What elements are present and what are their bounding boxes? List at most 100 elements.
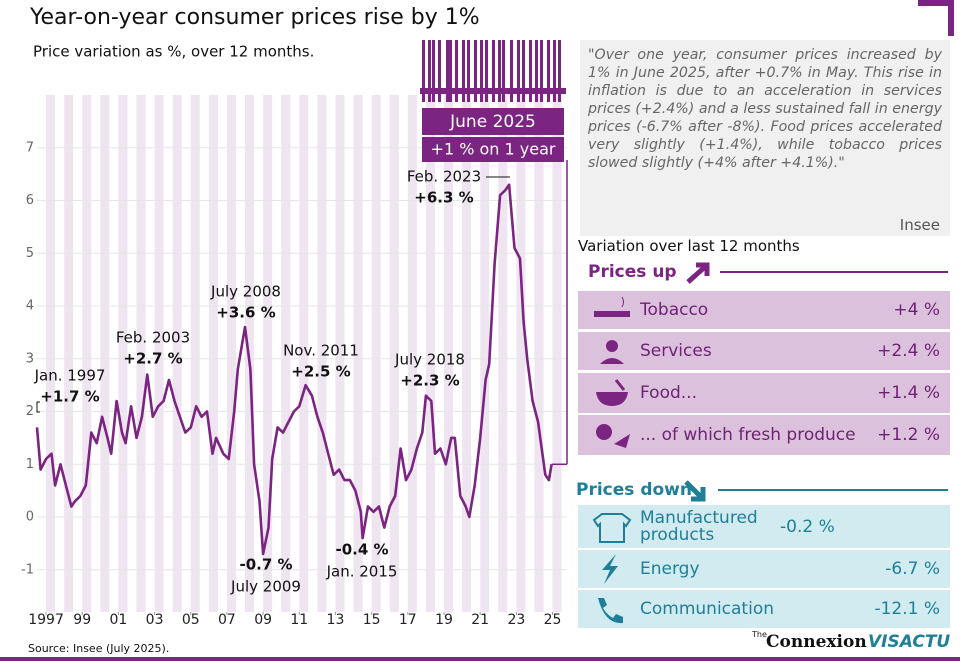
barcode-bar — [553, 40, 556, 102]
annotation-value: +2.7 % — [123, 350, 182, 368]
barcode-band — [420, 88, 566, 94]
annotation-value: +6.3 % — [414, 189, 473, 207]
barcode-bar — [510, 40, 513, 102]
year-stripe — [100, 95, 110, 612]
price-row: ... of which fresh produce +1.2 % — [578, 415, 950, 455]
annotation-value: +3.6 % — [216, 304, 275, 322]
year-stripe — [516, 95, 526, 612]
year-stripe — [443, 95, 454, 612]
x-tick-label: 11 — [290, 612, 308, 628]
item-value: -12.1 % — [874, 599, 940, 619]
source: Source: Insee (July 2025). — [28, 642, 170, 655]
corner-mark — [918, 0, 954, 6]
quote-text: "Over one year, consumer prices increase… — [588, 47, 942, 171]
item-value: +4 % — [893, 300, 940, 320]
year-stripe — [371, 95, 381, 612]
item-name: Services — [640, 340, 712, 361]
icon — [600, 340, 624, 364]
chart-subtitle: Price variation as %, over 12 months. — [33, 43, 314, 61]
item-name: Manufactured products — [640, 507, 758, 545]
icon — [602, 554, 618, 584]
x-tick-label: 09 — [254, 612, 272, 628]
barcode-bar — [558, 40, 561, 102]
annotation-value: +1.7 % — [40, 388, 99, 406]
item-name: Food... — [640, 382, 697, 403]
y-tick-label: 0 — [26, 510, 34, 525]
barcode-bar — [535, 40, 538, 102]
y-tick-label: 3 — [26, 351, 34, 366]
x-tick-label: 15 — [363, 612, 381, 628]
year-stripe — [263, 95, 273, 612]
barcode-bar — [474, 40, 477, 102]
barcode-bar — [502, 40, 505, 102]
barcode-bar — [485, 40, 488, 102]
year-stripe — [208, 95, 218, 612]
annotation-date: Jan. 1997 — [34, 367, 106, 385]
price-row: Services +2.4 % — [578, 332, 950, 370]
barcode-bar — [422, 40, 425, 102]
year-stripe — [46, 95, 56, 612]
item-name: Tobacco — [640, 299, 709, 320]
year-stripe — [552, 95, 562, 612]
barcode-bar — [467, 40, 470, 102]
price-row: Tobacco +4 % — [578, 291, 950, 329]
icon — [598, 598, 623, 624]
barcode-bar — [432, 40, 435, 102]
line — [35, 183, 553, 556]
x-tick-label: 01 — [109, 612, 127, 628]
item-name: ... of which fresh produce — [640, 424, 856, 445]
up-decoration — [686, 262, 948, 284]
panel-title: Variation over last 12 months — [578, 237, 800, 255]
barcode-bar — [449, 40, 452, 102]
year-stripe — [353, 95, 363, 612]
brand: Connexion — [766, 632, 867, 652]
brand2: VISACTU — [868, 632, 951, 652]
barcode-bar — [492, 40, 495, 102]
x-tick-label: 19 — [435, 612, 453, 628]
x-tick-label: 17 — [399, 612, 417, 628]
item-name: Communication — [640, 598, 774, 619]
year-stripe — [299, 95, 309, 612]
year-stripe — [407, 95, 417, 612]
year-stripe — [534, 95, 544, 612]
annotation-value: -0.4 % — [335, 541, 388, 559]
year-stripe — [172, 95, 182, 612]
item-value: -0.2 % — [780, 516, 835, 537]
price-row: Food... +1.4 % — [578, 373, 950, 413]
icon — [592, 512, 632, 543]
annotation-value: -0.7 % — [239, 556, 292, 574]
barcode-bar — [455, 40, 458, 102]
annotation-date: Jan. 2015 — [326, 563, 398, 581]
barcode-bar — [438, 40, 441, 102]
barcode-bar — [529, 40, 532, 102]
icon — [596, 379, 628, 406]
year-stripe — [462, 95, 472, 612]
y-tick-label: 1 — [26, 457, 34, 472]
annotation-date: Nov. 2011 — [283, 342, 359, 360]
annotation-date: July 2018 — [394, 351, 465, 369]
item-value: +2.4 % — [877, 341, 940, 361]
barcode-bar — [517, 40, 520, 102]
year-stripe — [82, 95, 92, 612]
item-value: +1.4 % — [877, 383, 940, 403]
price-row: Energy -6.7 % — [578, 550, 950, 588]
barcode-bar — [428, 40, 431, 102]
down-decoration — [684, 480, 948, 502]
barcode-bar — [498, 40, 501, 102]
barcode-bar — [446, 40, 449, 102]
item-value: -6.7 % — [885, 559, 940, 579]
annotation-date: Feb. 2023 — [407, 168, 481, 186]
latest-box — [422, 137, 564, 162]
annotation-date: Feb. 2003 — [116, 329, 190, 347]
y-tick-label: 7 — [26, 140, 34, 155]
y-tick-label: -1 — [21, 562, 34, 577]
x-tick-label: 05 — [182, 612, 200, 628]
latest-box — [422, 108, 564, 135]
price-row: Manufactured products -0.2 % — [578, 505, 950, 548]
barcode-bar — [480, 40, 483, 102]
corner-mark — [948, 0, 954, 36]
year-stripe — [64, 95, 74, 612]
y-tick-label: 6 — [26, 193, 34, 208]
down-title: Prices down — [576, 480, 692, 500]
